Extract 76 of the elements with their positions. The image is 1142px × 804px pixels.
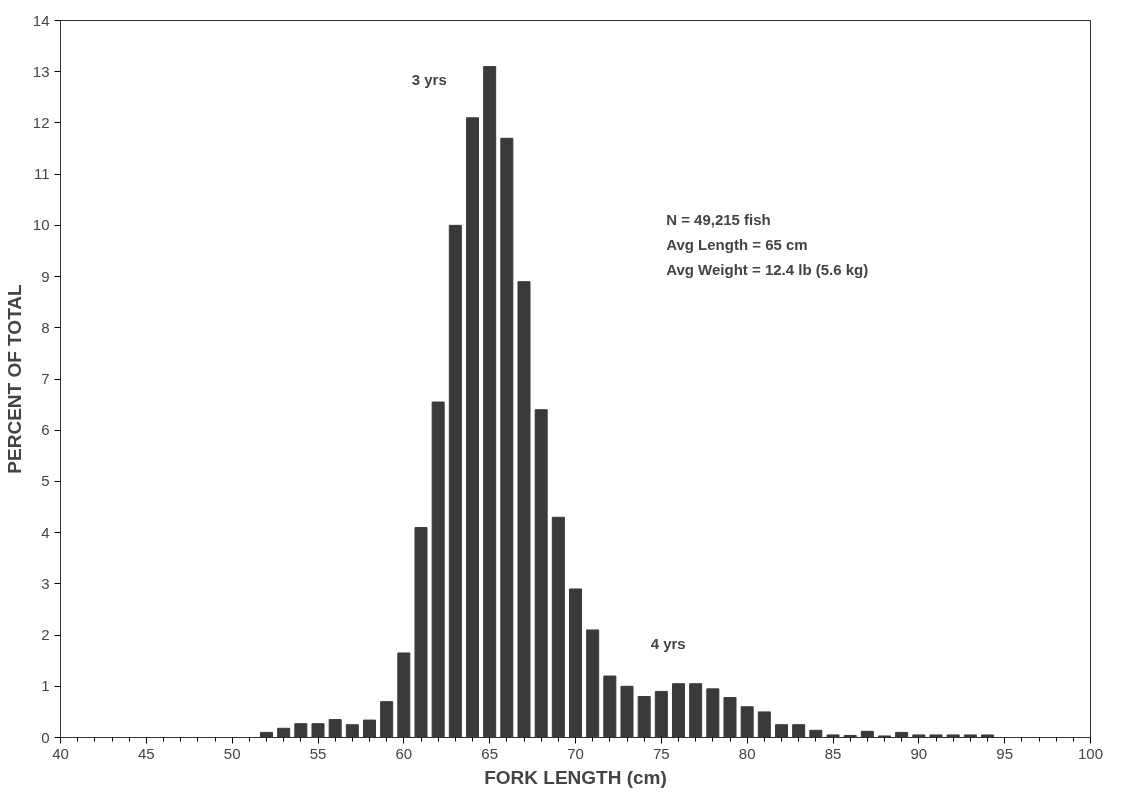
bar [448,224,462,738]
annotation: Avg Length = 65 cm [666,235,808,253]
bar [792,724,806,738]
x-axis-title: FORK LENGTH (cm) [484,766,667,788]
bar [723,697,737,738]
bar [757,711,771,738]
bar [654,690,668,738]
bar [740,706,754,738]
bar [946,734,960,738]
bar [689,683,703,738]
bar [380,701,394,738]
bar [294,723,308,738]
bar [603,675,617,738]
x-tick-label: 60 [395,744,413,762]
y-tick-label: 2 [41,626,50,644]
bar [465,117,480,738]
bar [517,281,531,738]
y-tick-label: 4 [41,523,50,541]
y-tick-label: 14 [32,11,50,29]
bar [706,688,720,738]
bar [671,683,686,738]
y-tick-label: 11 [33,165,50,183]
bar [637,696,651,738]
y-tick-label: 6 [41,421,50,439]
bar [912,734,926,738]
bar [483,66,497,738]
x-tick-label: 85 [824,744,842,762]
x-tick-label: 70 [567,744,584,762]
bar [311,723,325,738]
bar [328,719,342,738]
x-tick-label: 100 [1077,744,1104,762]
bar [397,652,411,738]
x-tick-label: 65 [481,744,499,762]
x-tick-label: 80 [738,744,756,762]
x-tick-label: 55 [309,744,327,762]
y-tick-label: 5 [41,472,50,490]
x-tick-label: 90 [910,744,928,762]
y-tick-label: 13 [32,62,50,80]
y-tick-label: 0 [41,728,50,746]
annotation: 3 yrs [411,70,447,88]
bar [980,734,995,738]
y-tick-label: 10 [32,216,50,234]
bar [774,724,789,738]
bar [431,401,445,738]
x-tick-label: 50 [223,744,241,762]
bar [568,588,583,738]
bar [500,137,514,738]
bar [929,734,943,738]
bar [586,629,600,738]
bar [259,731,274,738]
bar [551,516,565,738]
y-tick-label: 7 [41,370,50,387]
annotation: N = 49,215 fish [666,210,771,228]
bar [895,731,909,738]
x-tick-label: 75 [652,744,670,762]
bar [362,719,377,738]
y-tick-label: 3 [41,574,50,592]
x-tick-label: 40 [52,744,69,762]
bar [414,527,428,738]
annotation: Avg Weight = 12.4 lb (5.6 kg) [666,260,869,278]
bar [963,734,977,738]
bar [809,729,823,738]
y-tick-label: 1 [41,677,50,695]
bar [277,727,291,738]
y-axis-title: PERCENT OF TOTAL [3,283,25,474]
x-tick-label: 45 [137,744,155,762]
bar [826,734,840,738]
bar [860,730,874,738]
bar [345,724,359,738]
y-tick-label: 12 [32,113,50,131]
annotation: 4 yrs [650,634,686,652]
x-tick-label: 95 [996,744,1014,762]
y-tick-label: 9 [41,267,50,285]
y-tick-label: 8 [41,318,50,336]
bar [620,685,634,738]
bar [534,409,548,738]
